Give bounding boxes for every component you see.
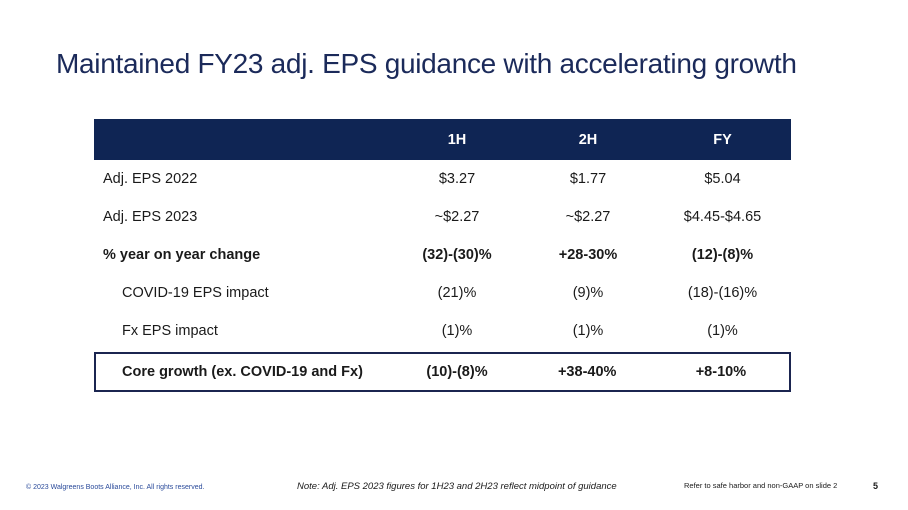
table-row-covid-impact: COVID-19 EPS impact (21)% (9)% (18)-(16)… xyxy=(94,274,791,312)
cell-1h: (1)% xyxy=(441,323,473,339)
row-label: % year on year change xyxy=(103,247,261,263)
cell-2h: (9)% xyxy=(572,285,604,301)
cell-2h: ~$2.27 xyxy=(565,209,611,225)
row-label: Adj. EPS 2023 xyxy=(103,209,198,225)
eps-guidance-table: 1H 2H FY Adj. EPS 2022 $3.27 $1.77 $5.04… xyxy=(94,119,791,392)
cell-2h: $1.77 xyxy=(569,171,607,187)
cell-fy: (12)-(8)% xyxy=(691,247,754,263)
row-label: Adj. EPS 2022 xyxy=(103,171,198,187)
cell-fy: $5.04 xyxy=(704,171,741,187)
slide-title: Maintained FY23 adj. EPS guidance with a… xyxy=(56,48,797,79)
page-number: 5 xyxy=(873,481,879,491)
table-row-adj-eps-2022: Adj. EPS 2022 $3.27 $1.77 $5.04 xyxy=(94,160,791,198)
cell-1h: (10)-(8)% xyxy=(426,364,488,380)
table-row-yoy-change: % year on year change (32)-(30)% +28-30%… xyxy=(94,236,791,274)
cell-fy: $4.45-$4.65 xyxy=(683,209,762,225)
header-cell-2h: 2H xyxy=(578,131,598,148)
header-cell-fy: FY xyxy=(713,131,732,148)
cell-1h: (32)-(30)% xyxy=(422,247,492,263)
row-label: Core growth (ex. COVID-19 and Fx) xyxy=(122,364,363,380)
copyright-text: © 2023 Walgreens Boots Alliance, Inc. Al… xyxy=(26,484,205,491)
cell-1h: (21)% xyxy=(437,285,477,301)
cell-2h: (1)% xyxy=(572,323,604,339)
cell-fy: +8-10% xyxy=(695,364,747,380)
header-cell-label xyxy=(94,119,392,160)
row-label: Fx EPS impact xyxy=(122,323,218,339)
cell-2h: +28-30% xyxy=(558,247,618,263)
table-row-core-growth: Core growth (ex. COVID-19 and Fx) (10)-(… xyxy=(94,352,791,392)
safe-harbor-note: Refer to safe harbor and non-GAAP on sli… xyxy=(684,481,838,490)
cell-fy: (1)% xyxy=(707,323,738,339)
header-cell-1h: 1H xyxy=(447,131,467,148)
row-label: COVID-19 EPS impact xyxy=(122,285,269,301)
table-header: 1H 2H FY xyxy=(94,119,791,160)
guidance-note: Note: Adj. EPS 2023 figures for 1H23 and… xyxy=(297,481,617,492)
cell-1h: ~$2.27 xyxy=(434,209,480,225)
table-row-adj-eps-2023: Adj. EPS 2023 ~$2.27 ~$2.27 $4.45-$4.65 xyxy=(94,198,791,236)
cell-fy: (18)-(16)% xyxy=(687,285,758,301)
table-row-fx-impact: Fx EPS impact (1)% (1)% (1)% xyxy=(94,312,791,350)
cell-1h: $3.27 xyxy=(438,171,476,187)
cell-2h: +38-40% xyxy=(557,364,617,380)
